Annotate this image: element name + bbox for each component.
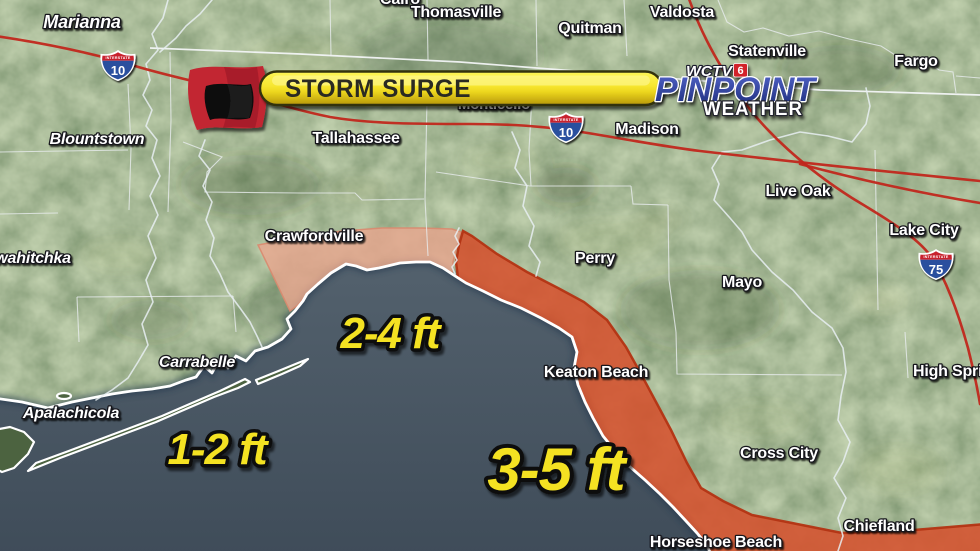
state-line-fl-ga	[149, 47, 980, 96]
surge-label-3-5ft: 3-5 ft	[487, 436, 628, 503]
banner-highlight	[272, 75, 650, 86]
brand-name: PINPOINT	[655, 71, 818, 109]
city-label-apalachicola: Apalachicola	[22, 405, 120, 422]
route-number: 75	[929, 262, 943, 277]
interstate-shield-i10-west: INTERSTATE 10	[100, 50, 136, 81]
hurricane-warning-flag-icon	[188, 66, 267, 130]
interstate-shield-i10-east: INTERSTATE 10	[548, 112, 584, 143]
city-label-mayo: Mayo	[722, 274, 763, 291]
surge-label-1-2ft: 1-2 ft	[167, 425, 269, 474]
route-number: 10	[559, 125, 573, 140]
city-label-high-springs: High Springs	[913, 363, 980, 380]
interstate-label: INTERSTATE	[553, 118, 578, 122]
banner-title: STORM SURGE	[285, 75, 471, 103]
city-label-statenville: Statenville	[728, 43, 806, 60]
station-call-letters: WCTV	[686, 63, 734, 80]
city-label-chiefland: Chiefland	[843, 518, 914, 535]
interstate-75-road	[688, 0, 980, 406]
city-label-horseshoe-beach: Horseshoe Beach	[650, 534, 782, 551]
city-label-quitman: Quitman	[558, 20, 622, 37]
city-label-cairo: Cairo	[380, 0, 420, 8]
us-90-road	[798, 162, 980, 205]
city-label-thomasville: Thomasville	[411, 4, 502, 21]
channel-badge	[733, 63, 748, 78]
city-label-lake-city: Lake City	[889, 222, 959, 239]
channel-number: 6	[737, 65, 743, 77]
storm-surge-banner: STORM SURGE	[258, 70, 664, 107]
city-label-blountstown: Blountstown	[50, 131, 145, 148]
highways	[0, 0, 980, 406]
city-label-madison: Madison	[615, 121, 679, 138]
city-label-wewahitchka: Wewahitchka	[0, 250, 71, 267]
interstate-10-road	[0, 35, 980, 183]
station-logo: WCTV 6 PINPOINT WEATHER	[654, 62, 820, 121]
interstate-shield-i75: INTERSTATE 75	[918, 249, 954, 280]
city-label-fargo: Fargo	[894, 53, 938, 70]
brand-subtitle: WEATHER	[703, 99, 803, 120]
city-label-perry: Perry	[575, 250, 615, 267]
barrier-islands	[0, 357, 310, 474]
surge-label-2-4ft: 2-4 ft	[339, 309, 442, 358]
city-label-tallahassee: Tallahassee	[312, 130, 400, 147]
county-lines	[0, 0, 980, 379]
gulf-water	[0, 262, 710, 551]
city-label-cross-city: Cross City	[740, 445, 818, 462]
surge-value-labels: 2-4 ft 1-2 ft 3-5 ft	[164, 306, 634, 508]
city-label-marianna: Marianna	[43, 12, 121, 32]
city-label-crawfordville: Crawfordville	[265, 228, 364, 245]
interstate-label: INTERSTATE	[105, 56, 130, 60]
city-label-keaton-beach: Keaton Beach	[544, 364, 648, 381]
coastline	[0, 260, 712, 551]
rivers	[95, 0, 871, 551]
city-label-carrabelle: Carrabelle	[159, 354, 236, 371]
city-label-live-oak: Live Oak	[765, 183, 830, 200]
interstate-label: INTERSTATE	[923, 255, 948, 259]
route-number: 10	[111, 63, 125, 78]
city-label-valdosta: Valdosta	[650, 4, 715, 21]
